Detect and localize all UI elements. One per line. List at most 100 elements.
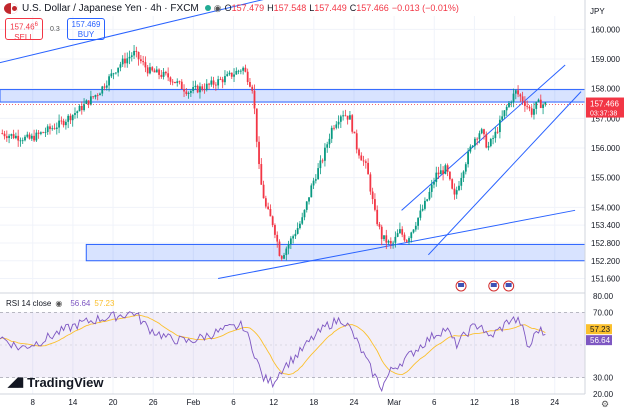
- candle-body: [414, 225, 417, 230]
- candle-body: [328, 138, 331, 145]
- candle: [471, 145, 474, 148]
- candle-body: [535, 101, 538, 109]
- candle-body: [419, 210, 422, 218]
- candle: [437, 166, 440, 179]
- candle-body: [224, 76, 226, 83]
- time-tick-label: 18: [510, 398, 519, 407]
- rsi-ma-tag: [586, 324, 612, 335]
- candle: [199, 82, 201, 99]
- candle-body: [371, 191, 374, 200]
- sell-button[interactable]: 157.466 SELL: [5, 18, 43, 42]
- candle-body: [294, 233, 297, 237]
- calendar-flag-icon: [488, 280, 500, 292]
- candle-body: [15, 135, 17, 139]
- candle-body: [267, 206, 270, 209]
- candle: [151, 66, 154, 72]
- candle: [178, 80, 181, 85]
- candle: [535, 101, 538, 115]
- rsi-tag: [586, 335, 612, 346]
- candle: [351, 114, 354, 134]
- candle-body: [287, 244, 290, 249]
- candle: [203, 83, 206, 94]
- candle: [410, 231, 413, 243]
- candle: [267, 202, 270, 210]
- candle: [242, 66, 245, 75]
- rsi-title[interactable]: RSI 14 close: [6, 299, 52, 308]
- candle: [233, 68, 235, 83]
- candle: [358, 147, 360, 159]
- candle: [51, 125, 54, 131]
- candle-body: [44, 132, 47, 133]
- candle-body: [258, 141, 260, 165]
- candle-body: [305, 201, 308, 210]
- candle-body: [262, 184, 265, 199]
- candle: [462, 170, 465, 183]
- ohlc-open: O157.479: [224, 3, 265, 13]
- candle-body: [85, 100, 88, 104]
- candle: [308, 197, 310, 205]
- tradingview-logo-icon: ◢▮: [8, 374, 24, 389]
- buy-button[interactable]: 157.469 BUY: [67, 18, 105, 40]
- price-pane[interactable]: [0, 0, 586, 394]
- candle-body: [226, 74, 229, 77]
- logo-text: TradingView: [27, 374, 104, 390]
- candle-body: [514, 90, 517, 94]
- candle-body: [149, 67, 151, 74]
- tradingview-logo[interactable]: ◢▮ TradingView: [8, 374, 104, 390]
- candle-body: [87, 100, 90, 105]
- candle-body: [517, 90, 519, 95]
- event-flag: [490, 283, 497, 287]
- eye-icon[interactable]: ◉: [213, 2, 222, 13]
- currency-label[interactable]: JPY: [590, 7, 605, 16]
- candle: [487, 141, 490, 151]
- candle-body: [360, 155, 363, 161]
- candle-body: [473, 138, 476, 146]
- candle-body: [58, 120, 60, 128]
- last-price-countdown: 03:37:38: [590, 111, 617, 118]
- candle-body: [487, 146, 490, 148]
- candle-body: [278, 241, 281, 256]
- candle: [264, 195, 267, 209]
- candle: [403, 232, 406, 242]
- candle: [10, 133, 13, 139]
- gear-icon[interactable]: ⚙: [601, 399, 610, 409]
- ohlc-low: L157.449: [309, 3, 347, 13]
- candle-body: [251, 86, 254, 91]
- candle: [37, 130, 40, 139]
- candle-body: [449, 171, 451, 180]
- rsi-tick-label: 80.00: [593, 292, 614, 301]
- rsi-pane[interactable]: [0, 292, 585, 393]
- candle: [449, 171, 451, 181]
- candle: [44, 127, 47, 138]
- candle-body: [458, 185, 460, 191]
- candle: [5, 130, 8, 142]
- candle: [124, 52, 126, 68]
- candle-body: [126, 58, 129, 64]
- candle: [78, 104, 81, 112]
- ohlc-change: −0.013 (−0.01%): [391, 3, 459, 13]
- candle: [346, 115, 349, 125]
- candle: [258, 136, 260, 169]
- candle-body: [51, 128, 54, 130]
- symbol-title[interactable]: U.S. Dollar / Japanese Yen · 4h · FXCM: [22, 2, 199, 14]
- candle-body: [169, 77, 172, 82]
- candle-body: [362, 160, 365, 162]
- candle-body: [317, 168, 320, 180]
- candle: [412, 229, 415, 234]
- candle: [287, 240, 290, 255]
- candle-body: [274, 225, 276, 235]
- time-tick-label: 26: [149, 398, 158, 407]
- candle: [508, 101, 510, 108]
- support-zone: [85, 243, 586, 262]
- candle-body: [271, 216, 274, 226]
- time-tick-label: 12: [269, 398, 278, 407]
- candle-body: [99, 93, 101, 96]
- candle-body: [405, 240, 408, 242]
- resistance-zone: [0, 89, 586, 103]
- eye-icon[interactable]: ◉: [55, 299, 63, 308]
- candle: [501, 110, 504, 121]
- candle: [24, 134, 26, 142]
- candle: [169, 76, 172, 85]
- candle: [319, 155, 322, 175]
- candle-body: [101, 86, 104, 94]
